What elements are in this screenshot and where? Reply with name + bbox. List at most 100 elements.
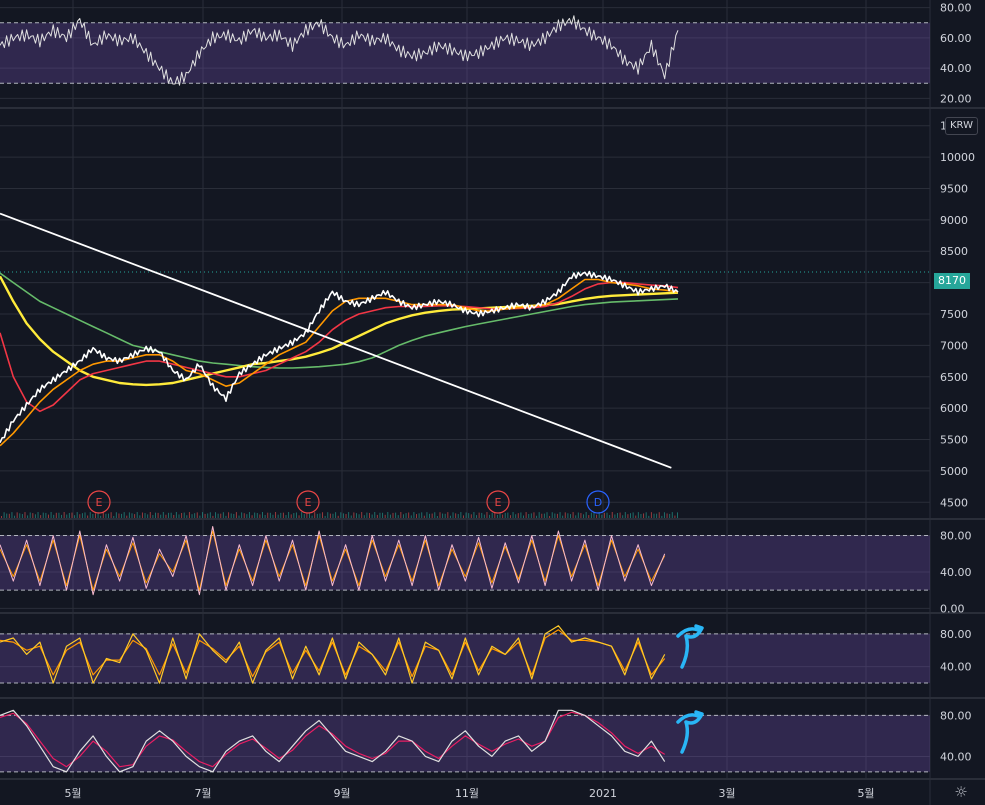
volume-bar <box>520 512 522 518</box>
event-marker-2: E <box>486 490 510 514</box>
volume-bar <box>658 512 660 518</box>
volume-bar <box>402 514 404 518</box>
currency-badge[interactable]: KRW <box>945 117 978 135</box>
volume-bar <box>470 514 472 518</box>
volume-bar <box>656 513 658 518</box>
volume-bar <box>366 512 368 518</box>
price-series-close <box>0 270 679 444</box>
volume-bar <box>144 513 146 518</box>
volume-bar <box>666 513 668 518</box>
volume-bar <box>79 514 81 518</box>
volume-bar <box>562 515 564 518</box>
volume-bar <box>614 514 616 518</box>
volume-bar <box>536 515 538 518</box>
volume-bar <box>329 513 331 518</box>
volume-bar <box>523 515 525 518</box>
volume-bar <box>426 512 428 518</box>
volume-bar <box>449 515 451 518</box>
volume-bar <box>186 515 188 518</box>
volume-bar <box>387 512 389 518</box>
event-marker-label-0: E <box>96 496 103 509</box>
settings-icon[interactable]: ☼ <box>954 783 968 801</box>
volume-bar <box>405 513 407 518</box>
volume-bar <box>256 513 258 518</box>
volume-bar <box>603 512 605 518</box>
volume-bar <box>473 512 475 518</box>
volume-bar <box>97 512 99 518</box>
volume-bar <box>361 512 363 518</box>
volume-bar <box>596 514 598 518</box>
volume-bar <box>259 514 261 518</box>
volume-bar <box>81 513 83 518</box>
volume-bar <box>201 512 203 518</box>
volume-bar <box>74 515 76 518</box>
stoch-3-d-line <box>0 711 666 768</box>
volume-bar <box>288 512 290 518</box>
volume-bar <box>87 515 89 518</box>
volume-bar <box>549 515 551 518</box>
volume-bar <box>468 513 470 518</box>
volume-bar <box>92 513 94 518</box>
volume-bar <box>661 515 663 518</box>
volume-bar <box>483 514 485 518</box>
volume-bar <box>6 513 8 518</box>
volume-bar <box>583 514 585 518</box>
volume-bar <box>332 513 334 518</box>
volume-bar <box>165 514 167 518</box>
volume-bar <box>248 512 250 518</box>
event-marker-circle-1 <box>296 490 320 514</box>
volume-bar <box>45 512 47 518</box>
volume-bar <box>14 515 16 518</box>
volume-bars <box>1 512 678 518</box>
x-tick-label-6: 5월 <box>857 787 874 800</box>
price-tick-label-6: 7500 <box>940 308 968 321</box>
volume-bar <box>677 512 678 518</box>
volume-bar <box>455 513 457 518</box>
price-axis[interactable]: 80.00 60.00 40.00 20.00 80.00 40.00 0.00 80.00 4… <box>940 2 975 764</box>
stoch-rsi-tick-label-0: 80.00 <box>940 530 972 543</box>
volume-bar <box>616 513 618 518</box>
volume-bar <box>123 512 125 518</box>
volume-bar <box>222 512 224 518</box>
volume-bar <box>481 512 483 518</box>
volume-bar <box>337 515 339 518</box>
volume-bar <box>58 512 60 518</box>
volume-bar <box>100 515 102 518</box>
volume-bar <box>569 514 571 518</box>
volume-bar <box>108 513 110 518</box>
volume-bar <box>442 513 444 518</box>
volume-bar <box>102 512 104 518</box>
price-tick-label-12: 4500 <box>940 496 968 509</box>
volume-bar <box>452 512 454 518</box>
annotation-arrows <box>676 624 704 754</box>
volume-bar <box>648 515 650 518</box>
price-tick-label-4: 8500 <box>940 245 968 258</box>
volume-bar <box>541 513 543 518</box>
volume-bar <box>397 515 399 518</box>
time-axis[interactable]: 5월 7월 9월 11월 2021 3월 5월 <box>64 787 874 800</box>
volume-bar <box>50 512 52 518</box>
volume-bar <box>251 515 253 518</box>
volume-bar <box>640 513 642 518</box>
volume-bar <box>509 515 511 518</box>
volume-bar <box>173 514 175 518</box>
volume-bar <box>632 512 634 518</box>
annotation-arrow-0 <box>676 624 704 669</box>
volume-bar <box>496 514 498 518</box>
volume-bar <box>635 515 637 518</box>
volume-bar <box>264 514 266 518</box>
x-tick-label-4: 2021 <box>589 787 617 800</box>
volume-bar <box>609 514 611 518</box>
volume-bar <box>141 512 143 518</box>
rsi-line <box>0 15 679 86</box>
volume-bar <box>601 514 603 518</box>
volume-bar <box>235 512 237 518</box>
volume-bar <box>619 512 621 518</box>
volume-bar <box>460 512 462 518</box>
volume-bar <box>269 512 271 518</box>
price-tick-label-10: 5500 <box>940 434 968 447</box>
volume-bar <box>528 513 530 518</box>
volume-bar <box>311 515 313 518</box>
